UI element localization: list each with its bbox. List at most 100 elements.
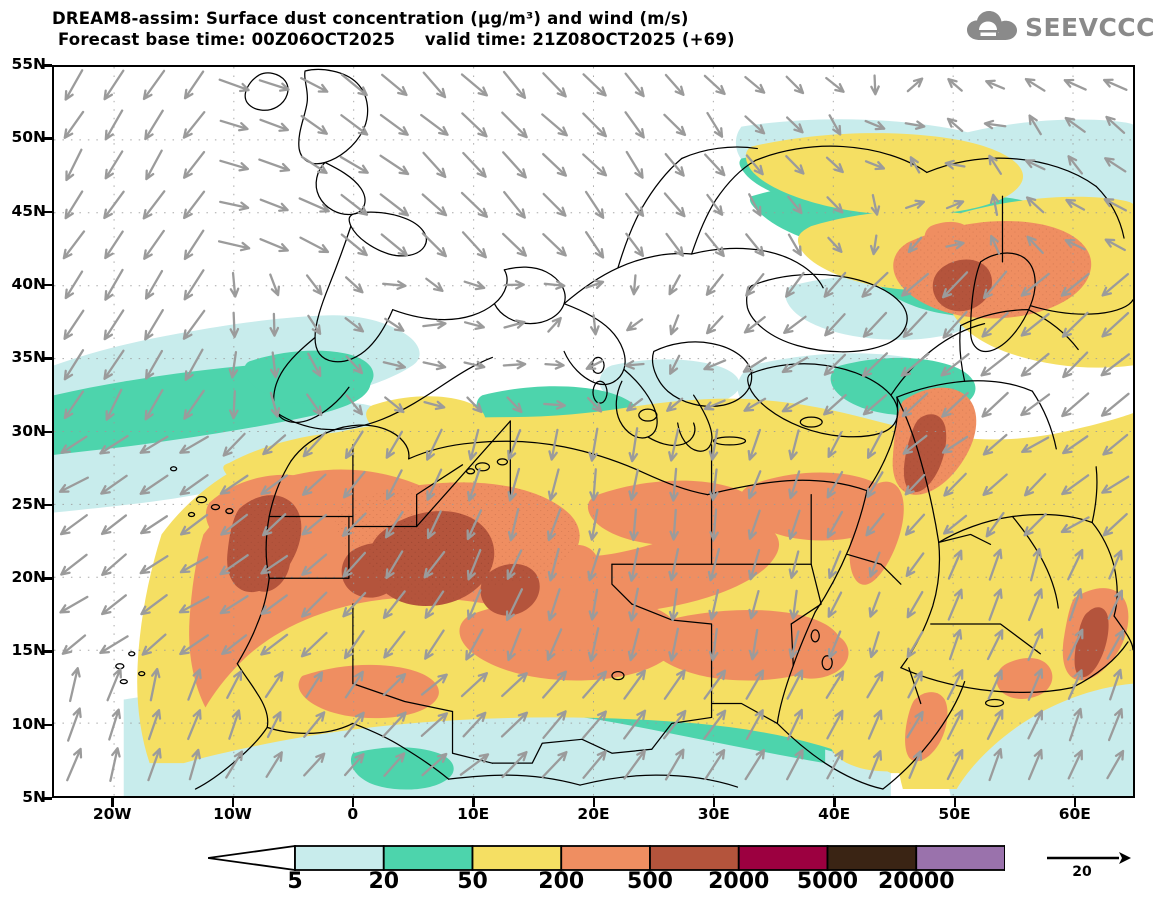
wind-arrow [64, 69, 84, 101]
wind-arrow [383, 752, 406, 777]
wind-arrow [543, 280, 566, 290]
forecast-time-subtitle: Forecast base time: 00Z06OCT2025 valid t… [58, 30, 735, 49]
wind-arrow [1027, 668, 1044, 701]
wind-arrow [422, 319, 447, 330]
wind-arrow [624, 111, 645, 139]
colorbar-swatch [471, 845, 563, 871]
wind-arrow [628, 468, 639, 501]
wind-arrow [306, 393, 323, 417]
x-axis-tick [351, 798, 355, 807]
wind-arrow [623, 669, 646, 700]
wind-arrow [109, 747, 121, 783]
wind-arrow [946, 669, 964, 701]
wind-arrow [62, 230, 86, 260]
wind-arrow [147, 709, 162, 741]
wind-arrow [541, 113, 568, 137]
wind-arrow [945, 199, 965, 210]
wind-arrow [1027, 709, 1043, 740]
y-axis-tick [43, 503, 52, 507]
wind-arrow [745, 709, 764, 741]
wind-arrow [60, 553, 88, 576]
wind-arrow [382, 360, 407, 371]
wind-arrow [305, 274, 323, 296]
x-axis-label: 0 [347, 805, 359, 823]
y-axis-label: 15N [11, 641, 46, 660]
seevccc-logo: SEEVCCC [966, 10, 1155, 44]
wind-arrow [542, 710, 567, 739]
wind-arrow [828, 114, 842, 136]
wind-arrow [142, 69, 166, 101]
wind-arrow [982, 433, 1008, 456]
wind-arrow [584, 231, 605, 259]
colorbar-level-label: 5 [287, 869, 303, 894]
wind-arrow [1062, 435, 1089, 455]
wind-arrow [663, 669, 686, 700]
wind-arrow [748, 193, 762, 217]
wind-arrow [868, 750, 883, 780]
wind-arrow [100, 514, 128, 536]
wind-arrow [505, 588, 524, 622]
wind-arrow [582, 750, 607, 779]
wind-arrow [981, 391, 1009, 418]
wind-arrow [587, 548, 601, 582]
wind-arrow [381, 711, 407, 738]
wind-arrow [946, 709, 964, 740]
wind-arrow [99, 434, 129, 455]
wind-arrow [1063, 78, 1087, 91]
wind-arrow [67, 707, 82, 742]
wind-arrow [542, 233, 567, 257]
wind-arrow [307, 352, 322, 377]
wind-arrow [787, 195, 803, 215]
wind-arrow [467, 428, 480, 461]
wind-arrow [705, 273, 724, 296]
cloud-icon [966, 11, 1017, 40]
wind-arrow [463, 320, 485, 331]
wind-arrow [704, 232, 725, 258]
wind-arrow [58, 476, 90, 493]
wind-arrow [826, 749, 844, 780]
wind-arrow [582, 112, 607, 138]
wind-arrow [301, 553, 328, 576]
wind-arrow [423, 550, 446, 579]
wind-arrow [1104, 157, 1127, 173]
wind-arrow [1109, 668, 1123, 701]
wind-arrow [424, 629, 445, 660]
wind-arrow [500, 711, 529, 738]
wind-arrow [1105, 115, 1126, 134]
wind-arrow [501, 750, 528, 779]
wind-arrow [219, 595, 249, 615]
map-plot-area[interactable] [52, 65, 1135, 798]
colorbar-level-label: 20000 [877, 869, 955, 894]
wind-arrow [582, 73, 607, 97]
wind-arrow [344, 317, 365, 333]
wind-arrow [826, 709, 844, 740]
x-axis-tick [1073, 798, 1077, 807]
y-axis-tick [43, 797, 52, 800]
wind-arrow [424, 590, 445, 619]
wind-arrow [265, 751, 283, 778]
wind-arrow [906, 590, 924, 619]
wind-arrow [178, 595, 210, 614]
wind-arrow [785, 271, 805, 298]
wind-arrow [628, 547, 639, 582]
wind-arrow [501, 232, 527, 257]
wind-arrow [187, 709, 202, 741]
wind-arrow [466, 589, 482, 621]
wind-arrow [669, 508, 679, 541]
wind-arrow [589, 468, 599, 502]
y-axis-tick [43, 577, 52, 580]
wind-arrow [989, 234, 1001, 255]
wind-arrow [379, 193, 410, 217]
wind-arrow [662, 709, 687, 740]
wind-arrow [259, 118, 289, 132]
colorbar-swatch [294, 845, 385, 871]
wind-arrow [627, 628, 640, 662]
wind-arrow [1107, 589, 1124, 620]
wind-arrow [1028, 114, 1042, 136]
wind-arrow [104, 268, 124, 301]
wind-arrow [743, 397, 767, 412]
wind-arrow [463, 280, 486, 291]
wind-reference-arrow-icon [1047, 852, 1131, 864]
wind-arrow [184, 348, 204, 381]
wind-arrow [744, 748, 766, 781]
